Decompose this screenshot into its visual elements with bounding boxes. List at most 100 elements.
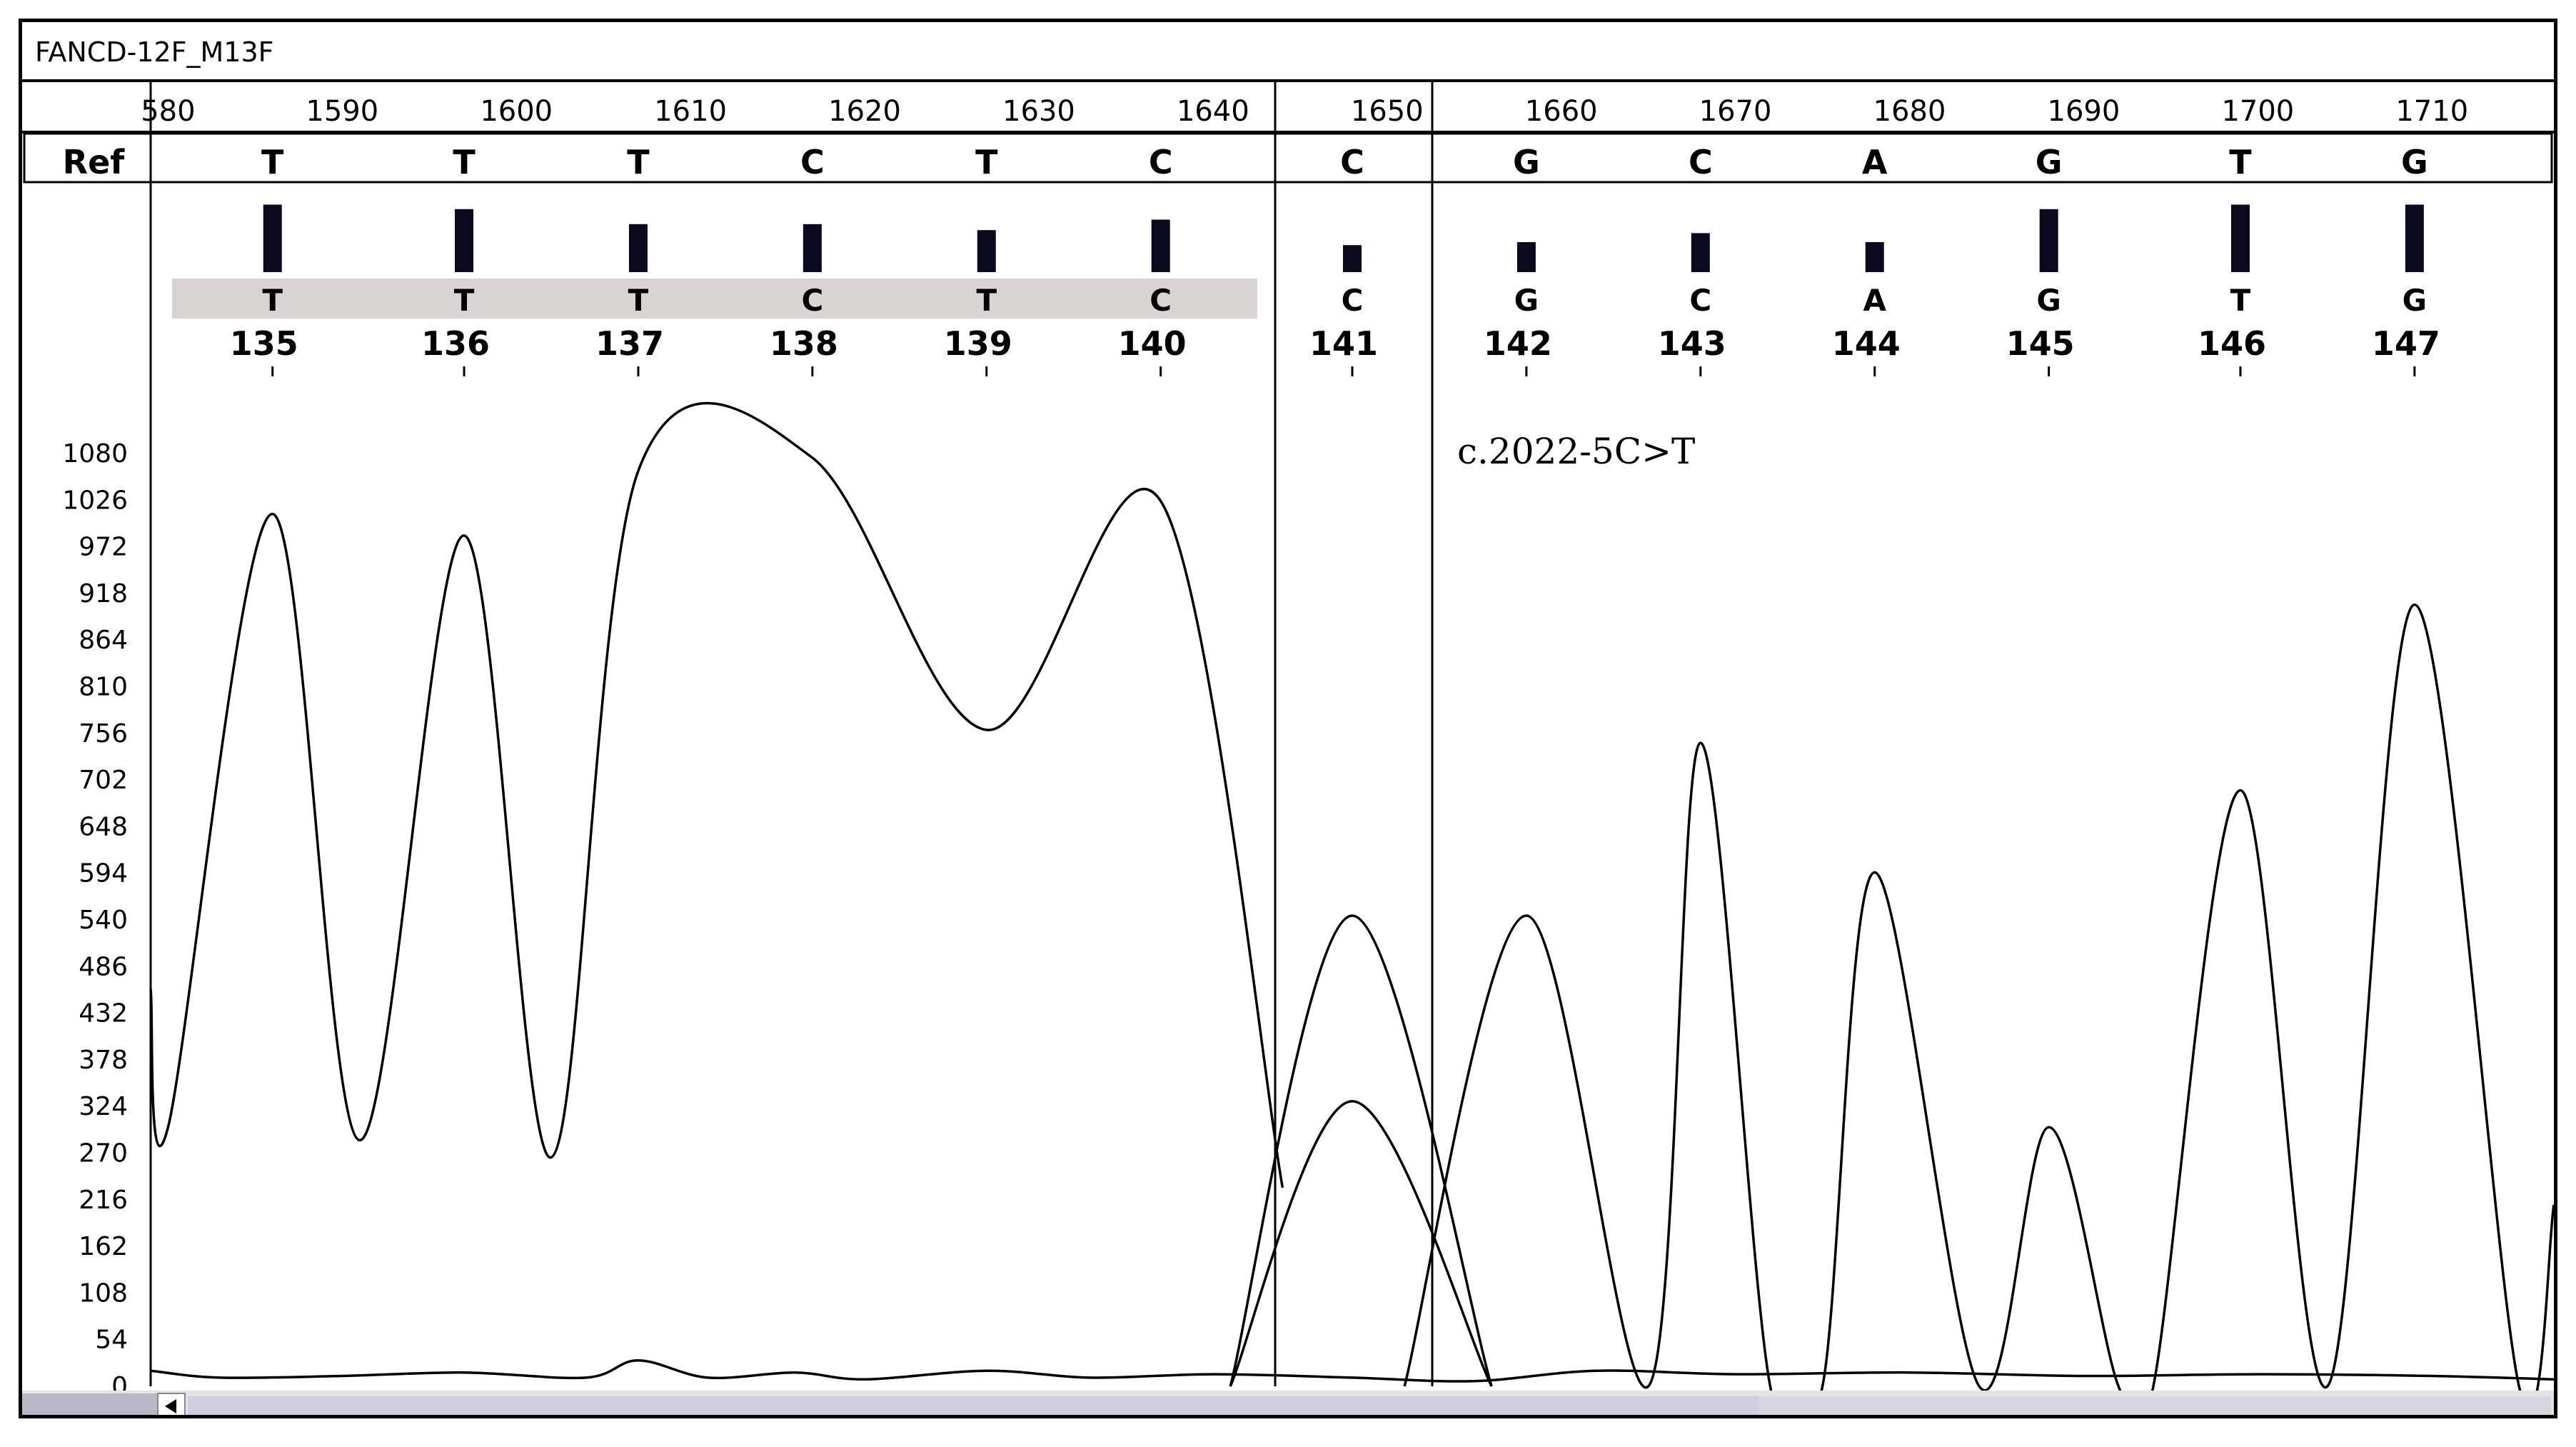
quality-bar [263, 204, 282, 272]
called-base: G [1514, 283, 1539, 318]
quality-bar [2230, 204, 2250, 272]
sample-title: FANCD-12F_M13F [35, 36, 274, 68]
scale-tick-label: 1670 [1699, 95, 1772, 128]
scan-scale-ticks: 580 1590 1600 1610 1620 1630 1640 1650 1660 1670 1… [141, 95, 2468, 128]
scale-tick-label: 1630 [1002, 95, 1075, 128]
quality-bar [803, 224, 822, 272]
called-base: T [976, 283, 997, 318]
base-position-number: 146 [2198, 324, 2266, 363]
quality-bar [1865, 242, 1884, 272]
y-tick-label: 648 [79, 812, 128, 841]
base-position-number: 147 [2372, 324, 2440, 363]
quality-bar [455, 209, 474, 272]
called-sequence-band [172, 279, 1257, 319]
ref-base: C [1149, 143, 1173, 181]
quality-bars [263, 204, 2424, 272]
trace-viewer-window: FANCD-12F_M13F Ref c.2022-5C>T 580 1590 16… [19, 19, 2557, 1418]
scale-tick-label: 1650 [1351, 95, 1424, 128]
trace-line [1229, 914, 1493, 1387]
variant-annotation: c.2022-5C>T [1457, 431, 1695, 472]
called-base: T [262, 283, 283, 318]
scale-tick-label: 1700 [2221, 95, 2294, 128]
y-tick-label: 918 [79, 579, 128, 609]
base-position-number: 142 [1484, 324, 1552, 363]
trace-line [150, 1358, 2554, 1383]
quality-bar [1151, 219, 1170, 272]
quality-bar [1691, 233, 1710, 272]
ref-base: C [1340, 143, 1364, 181]
ref-row-label: Ref [63, 143, 126, 181]
y-tick-label: 594 [79, 859, 128, 888]
y-tick-label: 378 [79, 1046, 128, 1075]
ref-base: T [627, 143, 650, 181]
base-position-numbers: 135 136 137 138 139 140 141 142 143 144 145 146 147 [230, 324, 2440, 376]
scale-tick-label: 1620 [828, 95, 901, 128]
quality-bar [1516, 242, 1536, 272]
ref-base: G [2036, 143, 2063, 181]
base-position-number: 137 [595, 324, 664, 363]
called-base: T [2230, 283, 2251, 318]
called-base: T [454, 283, 475, 318]
title-bar: FANCD-12F_M13F [22, 22, 2554, 82]
called-base: C [1149, 283, 1172, 318]
y-tick-label: 540 [79, 906, 128, 935]
y-tick-label: 486 [79, 952, 128, 981]
trace-line [1229, 1100, 1493, 1387]
ref-base: T [453, 143, 476, 181]
y-tick-label: 270 [79, 1139, 128, 1168]
scale-tick-label: 1590 [306, 95, 378, 128]
trace-line [1403, 603, 2554, 1415]
scale-tick-label: 1600 [480, 95, 553, 128]
y-tick-label: 432 [79, 999, 128, 1028]
chromatogram-chart: Ref c.2022-5C>T 580 1590 1600 1610 1620 1630 1… [22, 82, 2554, 1416]
ref-base: A [1862, 143, 1888, 181]
quality-bar [2039, 209, 2058, 272]
ref-base: C [800, 143, 825, 181]
y-tick-label: 108 [79, 1278, 128, 1308]
base-position-number: 136 [421, 324, 490, 363]
scrollbar-track[interactable] [1759, 1396, 2551, 1416]
base-position-number: 145 [2006, 324, 2075, 363]
ref-base: T [975, 143, 998, 181]
base-position-number: 141 [1309, 324, 1378, 363]
base-position-number: 144 [1832, 324, 1901, 363]
y-tick-label: 972 [79, 533, 128, 562]
quality-bar [2405, 204, 2424, 272]
y-tick-label: 324 [79, 1092, 128, 1121]
scale-tick-label: 1660 [1525, 95, 1598, 128]
y-tick-label: 702 [79, 766, 128, 795]
scale-tick-label: 1690 [2048, 95, 2120, 128]
y-tick-label: 810 [79, 673, 128, 702]
quality-bar [977, 230, 996, 272]
scrollbar-thumb[interactable] [188, 1396, 1759, 1416]
chromatogram-traces [149, 401, 2554, 1415]
ref-base: G [1513, 143, 1540, 181]
y-tick-label: 162 [79, 1232, 128, 1261]
ref-base: G [2401, 143, 2428, 181]
quality-bar [1343, 245, 1362, 272]
scale-tick-label: 1680 [1873, 95, 1946, 128]
scale-tick-label: 580 [141, 95, 195, 128]
base-position-number: 135 [230, 324, 298, 363]
y-tick-label: 756 [79, 719, 128, 748]
called-base: T [628, 283, 649, 318]
called-base: A [1863, 283, 1886, 318]
ref-base: C [1689, 143, 1713, 181]
base-position-number: 138 [770, 324, 838, 363]
called-base: C [1342, 283, 1364, 318]
base-position-number: 139 [944, 324, 1012, 363]
trace-line [149, 401, 1284, 1188]
called-base: C [1689, 283, 1711, 318]
y-tick-label: 1080 [62, 439, 128, 469]
base-position-number: 140 [1118, 324, 1187, 363]
quality-bar [628, 224, 648, 272]
called-base: C [801, 283, 823, 318]
ref-row-border [23, 132, 2553, 184]
scale-tick-label: 1640 [1177, 95, 1249, 128]
base-position-number: 143 [1658, 324, 1726, 363]
scale-tick-label: 1710 [2395, 95, 2468, 128]
called-base: G [2036, 283, 2061, 318]
called-base: G [2403, 283, 2427, 318]
